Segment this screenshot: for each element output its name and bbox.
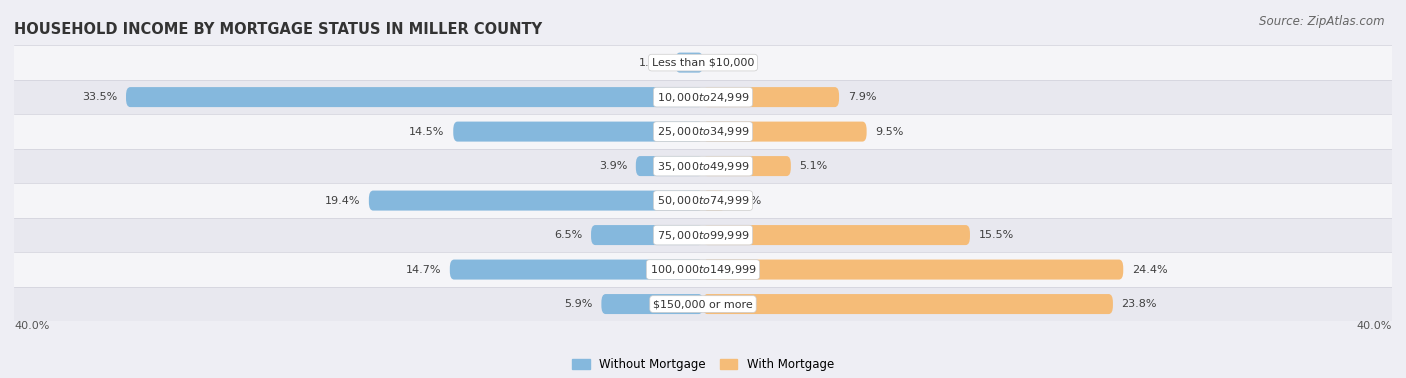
Text: $150,000 or more: $150,000 or more [654, 299, 752, 309]
FancyBboxPatch shape [368, 191, 703, 211]
FancyBboxPatch shape [703, 191, 725, 211]
FancyBboxPatch shape [703, 87, 839, 107]
Text: 1.3%: 1.3% [734, 195, 762, 206]
Text: Less than $10,000: Less than $10,000 [652, 57, 754, 68]
Bar [14, 80, 1392, 114]
Bar [14, 218, 1392, 253]
Bar [14, 149, 1392, 183]
FancyBboxPatch shape [591, 225, 703, 245]
Text: 5.9%: 5.9% [564, 299, 593, 309]
FancyBboxPatch shape [636, 156, 703, 176]
Text: $100,000 to $149,999: $100,000 to $149,999 [650, 263, 756, 276]
Text: 3.9%: 3.9% [599, 161, 627, 171]
Text: 19.4%: 19.4% [325, 195, 360, 206]
FancyBboxPatch shape [703, 225, 970, 245]
Text: 40.0%: 40.0% [1357, 321, 1392, 331]
Text: 6.5%: 6.5% [554, 230, 582, 240]
Text: 7.9%: 7.9% [848, 92, 876, 102]
Text: $75,000 to $99,999: $75,000 to $99,999 [657, 229, 749, 242]
Text: HOUSEHOLD INCOME BY MORTGAGE STATUS IN MILLER COUNTY: HOUSEHOLD INCOME BY MORTGAGE STATUS IN M… [14, 22, 543, 37]
Text: 24.4%: 24.4% [1132, 265, 1167, 274]
Text: 0.0%: 0.0% [711, 57, 740, 68]
FancyBboxPatch shape [450, 260, 703, 280]
FancyBboxPatch shape [703, 294, 1114, 314]
Text: 5.1%: 5.1% [800, 161, 828, 171]
Text: $50,000 to $74,999: $50,000 to $74,999 [657, 194, 749, 207]
Text: 40.0%: 40.0% [14, 321, 49, 331]
Text: Source: ZipAtlas.com: Source: ZipAtlas.com [1260, 15, 1385, 28]
FancyBboxPatch shape [703, 122, 866, 142]
Bar [14, 287, 1392, 321]
Text: 9.5%: 9.5% [875, 127, 904, 136]
Text: 23.8%: 23.8% [1122, 299, 1157, 309]
FancyBboxPatch shape [675, 53, 703, 73]
Text: $10,000 to $24,999: $10,000 to $24,999 [657, 91, 749, 104]
FancyBboxPatch shape [602, 294, 703, 314]
Bar [14, 183, 1392, 218]
Text: 15.5%: 15.5% [979, 230, 1014, 240]
Bar [14, 45, 1392, 80]
Text: 14.5%: 14.5% [409, 127, 444, 136]
FancyBboxPatch shape [453, 122, 703, 142]
Legend: Without Mortgage, With Mortgage: Without Mortgage, With Mortgage [567, 354, 839, 376]
Text: 33.5%: 33.5% [82, 92, 117, 102]
Bar [14, 114, 1392, 149]
FancyBboxPatch shape [703, 260, 1123, 280]
Text: 1.6%: 1.6% [638, 57, 666, 68]
Text: $25,000 to $34,999: $25,000 to $34,999 [657, 125, 749, 138]
Text: $35,000 to $49,999: $35,000 to $49,999 [657, 160, 749, 173]
FancyBboxPatch shape [127, 87, 703, 107]
Text: 14.7%: 14.7% [406, 265, 441, 274]
Bar [14, 253, 1392, 287]
FancyBboxPatch shape [703, 156, 790, 176]
